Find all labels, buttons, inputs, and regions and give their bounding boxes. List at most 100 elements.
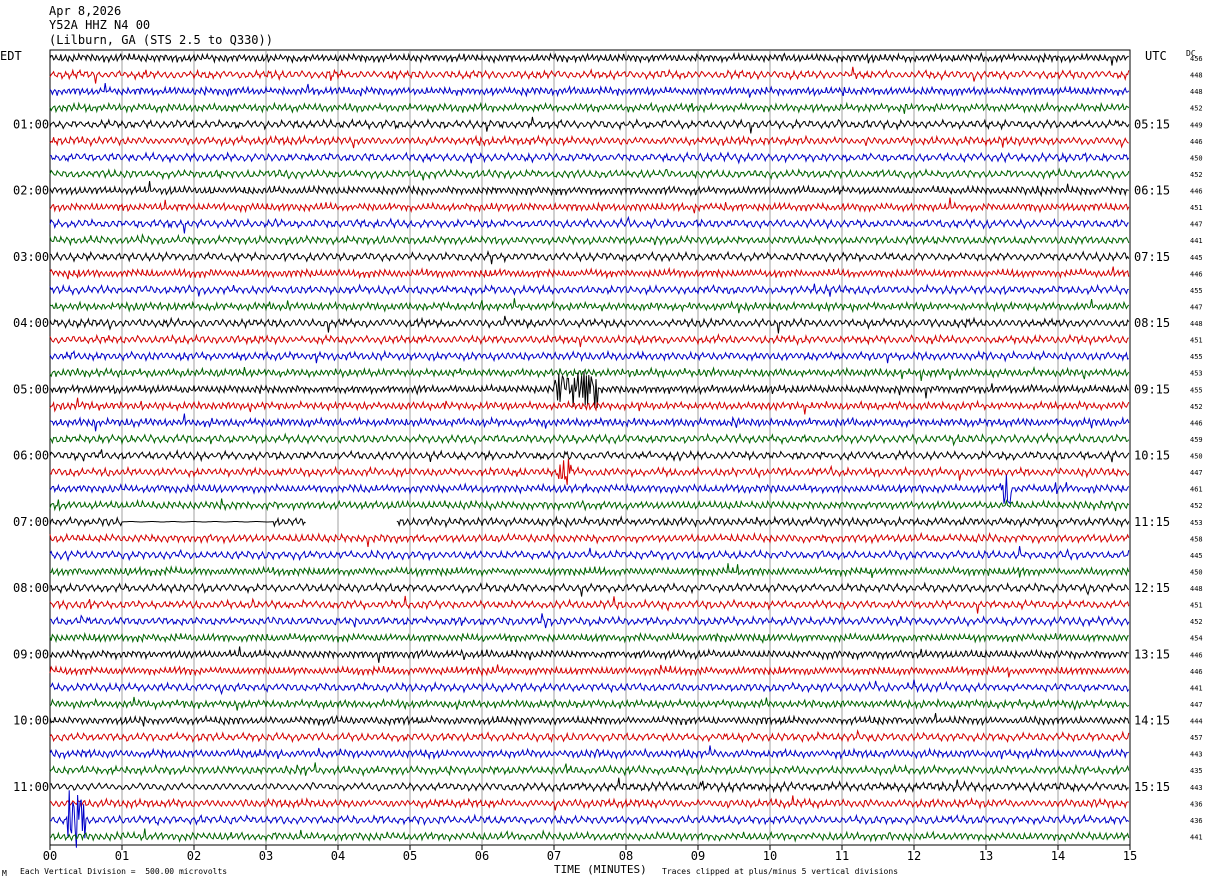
right-hour-label: 08:15 xyxy=(1134,316,1170,330)
left-timezone-label: EDT xyxy=(0,49,22,63)
dc-offset-value: 450 xyxy=(1190,453,1203,461)
dc-offset-value: 446 xyxy=(1190,668,1203,676)
trace-row xyxy=(49,283,1129,297)
right-timezone-label: UTC xyxy=(1145,49,1167,63)
dc-offset-value: 446 xyxy=(1190,188,1203,196)
trace-row xyxy=(49,828,1130,843)
dc-offset-value: 436 xyxy=(1190,817,1203,825)
left-hour-label: 05:00 xyxy=(13,382,49,396)
trace-row xyxy=(49,646,1129,663)
trace-row xyxy=(49,679,1130,696)
dc-offset-value: 448 xyxy=(1190,585,1203,593)
plot-grid xyxy=(49,49,1131,850)
trace-row xyxy=(49,449,1130,463)
dc-offset-value: 459 xyxy=(1190,436,1203,444)
left-hour-label: 06:00 xyxy=(13,449,49,463)
trace-row xyxy=(49,498,1130,512)
left-hour-label: 07:00 xyxy=(13,515,49,529)
dc-offset-value: 452 xyxy=(1190,171,1203,179)
x-tick-label: 08 xyxy=(619,849,633,863)
dc-offset-value: 447 xyxy=(1190,701,1203,709)
trace-group xyxy=(49,51,1130,848)
trace-row xyxy=(49,371,1129,409)
trace-row xyxy=(49,664,1130,678)
dc-offset-value: 452 xyxy=(1190,105,1203,113)
trace-row xyxy=(49,745,1130,760)
dc-offset-value: 448 xyxy=(1190,72,1203,80)
trace-row xyxy=(49,728,1130,744)
right-hour-label: 07:15 xyxy=(1134,250,1170,264)
chart-title: Y52A HHZ N4 00 xyxy=(49,18,151,32)
chart-subtitle: (Lilburn, GA (STS 2.5 to Q330)) xyxy=(49,33,273,47)
trace-row xyxy=(49,631,1129,645)
x-tick-label: 09 xyxy=(691,849,705,863)
dc-offset-value: 443 xyxy=(1190,751,1203,759)
trace-row xyxy=(49,66,1130,84)
dc-offset-value: 452 xyxy=(1190,403,1203,411)
x-tick-label: 01 xyxy=(115,849,129,863)
right-hour-label: 12:15 xyxy=(1134,581,1170,595)
dc-offset-value: 446 xyxy=(1190,138,1203,146)
dc-offset-value: 455 xyxy=(1190,353,1203,361)
right-hour-label: 09:15 xyxy=(1134,382,1170,396)
left-hour-label: 11:00 xyxy=(13,780,49,794)
trace-row xyxy=(49,333,1129,348)
trace-row xyxy=(49,167,1130,181)
trace-row xyxy=(49,232,1130,247)
trace-row xyxy=(49,83,1130,98)
trace-row xyxy=(49,101,1130,114)
dc-offset-value: 446 xyxy=(1190,419,1203,427)
x-tick-label: 06 xyxy=(475,849,489,863)
dc-offset-value: 446 xyxy=(1190,270,1203,278)
x-tick-label: 10 xyxy=(763,849,777,863)
trace-row xyxy=(49,315,1130,334)
trace-row xyxy=(49,413,1130,432)
left-hour-label: 10:00 xyxy=(13,714,49,728)
left-hour-label: 01:00 xyxy=(13,117,49,131)
trace-row xyxy=(50,151,1130,165)
trace-row xyxy=(49,713,1130,727)
dc-offset-value: 441 xyxy=(1190,237,1203,245)
dc-offset-value: 444 xyxy=(1190,718,1203,726)
trace-row xyxy=(49,581,1130,597)
dc-offset-value: 448 xyxy=(1190,88,1203,96)
right-hour-label: 10:15 xyxy=(1134,449,1170,463)
left-hour-label: 09:00 xyxy=(13,647,49,661)
trace-row xyxy=(49,696,1130,711)
left-hour-label: 08:00 xyxy=(13,581,49,595)
dc-offset-value: 453 xyxy=(1190,519,1203,527)
trace-row xyxy=(49,266,1130,280)
x-tick-label: 00 xyxy=(43,849,57,863)
trace-row xyxy=(49,116,1130,134)
dc-offset-value: 457 xyxy=(1190,734,1203,742)
dc-offset-value: 452 xyxy=(1190,618,1203,626)
x-tick-label: 05 xyxy=(403,849,417,863)
dc-offset-value: 447 xyxy=(1190,469,1203,477)
dc-offset-value: 446 xyxy=(1190,651,1203,659)
dc-offset-value: 461 xyxy=(1190,486,1203,494)
trace-row xyxy=(49,474,1130,505)
trace-row xyxy=(49,795,1129,811)
dc-offset-value: 448 xyxy=(1190,320,1203,328)
dc-offset-value: 441 xyxy=(1190,684,1203,692)
dc-offset-value: 436 xyxy=(1190,800,1203,808)
dc-offset-value: 445 xyxy=(1190,552,1203,560)
dc-offset-value: 451 xyxy=(1190,602,1203,610)
right-hour-label: 13:15 xyxy=(1134,647,1170,661)
trace-row xyxy=(49,366,1130,381)
plot-frame xyxy=(49,49,1131,846)
x-tick-label: 07 xyxy=(547,849,561,863)
dc-offset-value: 450 xyxy=(1190,154,1203,162)
trace-row xyxy=(49,215,1129,234)
trace-row xyxy=(49,249,1130,265)
trace-row xyxy=(50,790,1130,848)
x-tick-label: 13 xyxy=(979,849,993,863)
trace-row xyxy=(49,134,1129,149)
dc-offset-value: 435 xyxy=(1190,767,1203,775)
x-tick-label: 15 xyxy=(1123,849,1137,863)
right-hour-label: 11:15 xyxy=(1134,515,1170,529)
trace-row xyxy=(49,515,1130,529)
trace-row xyxy=(49,197,1130,214)
dc-offset-value: 455 xyxy=(1190,386,1203,394)
